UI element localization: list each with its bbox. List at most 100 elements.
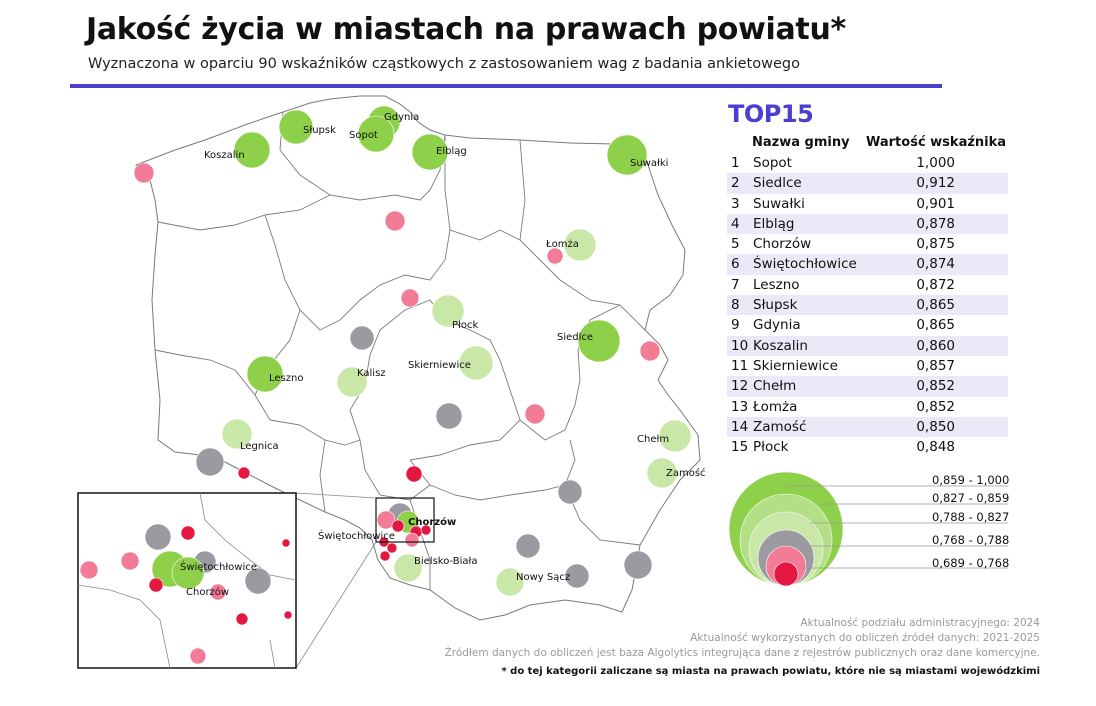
col-header-value: Wartość wskaźnika (866, 135, 1007, 150)
city-name: Skierniewice (753, 357, 838, 374)
city-value: 0,865 (916, 297, 955, 314)
bubble-legnica (221, 418, 253, 450)
city-name: Elbląg (753, 215, 795, 232)
rank: 3 (731, 195, 740, 212)
label-swietochlowice: Świętochłowice (318, 529, 395, 542)
voivodeship-borders (154, 111, 646, 590)
inset-borders (77, 492, 297, 669)
rank: 11 (731, 357, 749, 374)
label-siedlce: Siedlce (557, 332, 593, 343)
bubble-pink-1 (133, 162, 155, 184)
label-legnica: Legnica (240, 441, 279, 452)
table-row: 14 Zamość 0,850 (727, 416, 1008, 438)
note-admin-date: Aktualność podziału administracyjnego: 2… (800, 617, 1040, 629)
table-row: 3 Suwałki 0,901 (727, 194, 1008, 214)
label-gdynia: Gdynia (384, 112, 419, 123)
city-value: 0,874 (916, 256, 955, 273)
rank: 5 (731, 236, 740, 253)
legend-range-2: 0,827 - 0,859 (932, 491, 1010, 505)
page-title: Jakość życia w miastach na prawach powia… (86, 12, 846, 47)
label-chorzow: Chorzów (408, 516, 456, 528)
city-value: 0,912 (916, 175, 955, 192)
bubble-leszno (246, 355, 284, 393)
city-value: 0,901 (916, 195, 955, 212)
table-row: 8 Słupsk 0,865 (727, 295, 1008, 316)
table-row: 11 Skierniewice 0,857 (727, 356, 1008, 376)
label-bielsko: Bielsko-Biała (414, 556, 478, 567)
bubble-chelm (658, 419, 692, 453)
table-row: 4 Elbląg 0,878 (727, 213, 1008, 235)
inset-red-2 (281, 538, 291, 548)
zoom-connector-top (295, 492, 377, 499)
inset-label-swietochlowice: Świętochłowice (180, 560, 257, 573)
city-value: 0,850 (916, 418, 955, 435)
rank: 12 (731, 378, 749, 395)
table-row: 2 Siedlce 0,912 (727, 173, 1008, 194)
inset-red-5 (235, 612, 249, 626)
city-name: Chorzów (753, 236, 812, 253)
inset-pink-3 (209, 583, 227, 601)
note-data-source: Źródłem danych do obliczeń jest baza Alg… (444, 647, 1040, 659)
bubble-gray-6 (623, 550, 653, 580)
table-row: 10 Koszalin 0,860 (727, 335, 1008, 356)
legend-range-4: 0,768 - 0,788 (932, 533, 1010, 547)
rank: 10 (731, 337, 749, 354)
size-legend (728, 471, 844, 587)
note-data-date: Aktualność wykorzystanych do obliczeń źr… (690, 632, 1040, 644)
label-chelm: Chełm (637, 434, 669, 445)
label-sopot: Sopot (349, 130, 378, 141)
city-name: Świętochłowice (753, 256, 857, 273)
label-plock: Płock (452, 320, 478, 331)
inset-chorzow (171, 556, 205, 590)
legend-range-5: 0,689 - 0,768 (932, 556, 1010, 570)
city-value: 0,878 (916, 215, 955, 232)
bubble-gray-3 (195, 447, 225, 477)
inset-red-4 (283, 610, 293, 620)
bubble-red-2 (405, 465, 423, 483)
bubble-elblag (411, 133, 449, 171)
table-row: 13 Łomża 0,852 (727, 397, 1008, 417)
legend-circle-6 (773, 561, 799, 587)
top15-title: TOP15 (728, 100, 814, 128)
bubble-nowy-sacz (495, 567, 525, 597)
bubble-gray-4 (557, 479, 583, 505)
bubble-suwalki (606, 134, 648, 176)
label-elblag: Elbląg (436, 146, 467, 157)
legend-leader-lines (786, 485, 1008, 569)
city-name: Zamość (753, 418, 807, 435)
label-skierniewice: Skierniewice (408, 360, 471, 371)
rank: 4 (731, 215, 740, 232)
table-row: 12 Chełm 0,852 (727, 376, 1008, 397)
table-row: 7 Leszno 0,872 (727, 275, 1008, 295)
label-nowy-sacz: Nowy Sącz (516, 572, 570, 583)
inset-pink-1 (120, 551, 140, 571)
bubble-zamosc (646, 457, 678, 489)
city-name: Suwałki (753, 195, 805, 212)
top15-table: 1 Sopot 1,000 2 Siedlce 0,912 3 Suwałki 0,901 … (727, 153, 1008, 457)
bubble-lomza (563, 228, 597, 262)
inset-gray-3 (244, 567, 272, 595)
bubble-koszalin (233, 131, 271, 169)
bubble-cluster-red-1 (391, 519, 405, 533)
bubble-pink-6 (524, 403, 546, 425)
label-leszno: Leszno (269, 373, 303, 384)
city-name: Gdynia (753, 317, 801, 334)
bubble-cluster-red-6 (379, 550, 391, 562)
bubble-red-1 (237, 466, 251, 480)
bubble-plock (431, 294, 465, 328)
rank: 7 (731, 276, 740, 293)
inset-red-3 (148, 577, 164, 593)
table-row: 1 Sopot 1,000 (727, 153, 1008, 173)
title-divider (70, 84, 942, 88)
bubble-skierniewice (458, 345, 494, 381)
map-labels: Koszalin Słupsk Gdynia Sopot Elbląg Suwa… (180, 112, 706, 598)
zoom-connector-bottom (295, 541, 377, 669)
label-slupsk: Słupsk (303, 125, 336, 136)
bubble-cluster-red-3 (420, 524, 432, 536)
bubble-bielsko (393, 553, 423, 583)
bubble-gray-1 (349, 325, 375, 351)
city-name: Łomża (753, 398, 798, 415)
bubble-pink-3 (546, 247, 564, 265)
city-value: 1,000 (916, 155, 955, 171)
